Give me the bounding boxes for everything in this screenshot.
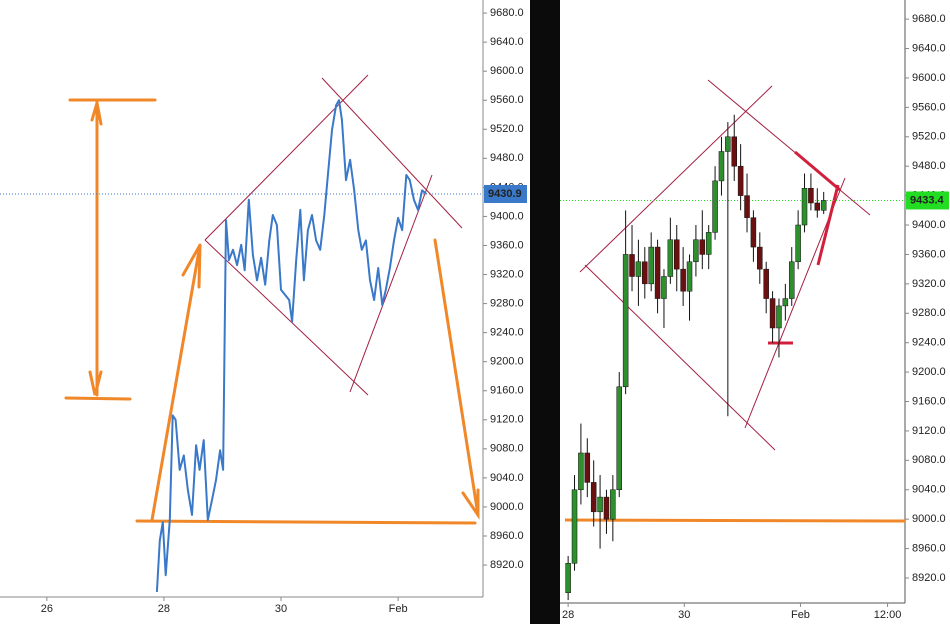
y-tick-label: 9040.0 <box>490 472 524 484</box>
x-tick-label: 12:00 <box>874 609 902 621</box>
last-price-box <box>484 184 527 203</box>
candle-body <box>795 224 801 263</box>
candle-body <box>661 276 667 299</box>
y-tick-label: 9000.0 <box>912 513 946 525</box>
candle-body <box>744 195 750 218</box>
y-tick-label: 8960.0 <box>912 542 946 554</box>
candle-body <box>680 268 686 292</box>
y-tick-label: 9560.0 <box>490 94 524 106</box>
candle-body <box>731 136 737 167</box>
y-tick-label: 9360.0 <box>490 239 524 251</box>
candle-body <box>769 298 776 329</box>
candle-body <box>763 268 769 299</box>
candle-body <box>667 239 674 277</box>
x-tick-label: 26 <box>41 603 53 615</box>
y-tick-label: 9200.0 <box>912 366 946 378</box>
candle-body <box>571 489 578 564</box>
y-tick-label: 9080.0 <box>912 454 946 466</box>
y-tick-label: 9160.0 <box>490 385 524 397</box>
candle-body <box>686 261 693 292</box>
x-tick-label: Feb <box>389 603 408 615</box>
candle-body <box>648 246 654 285</box>
candle-body <box>705 232 712 255</box>
candle-body <box>737 165 744 196</box>
candle-body <box>642 261 648 285</box>
candle-body <box>578 452 584 491</box>
candle-body <box>699 239 706 255</box>
last-price-box <box>906 191 949 210</box>
y-tick-label: 9040.0 <box>912 484 946 496</box>
candle-body <box>673 239 680 270</box>
candle-body <box>616 386 622 491</box>
candle-body <box>590 482 597 513</box>
y-tick-label: 9280.0 <box>490 297 524 309</box>
y-tick-label: 8920.0 <box>490 559 524 571</box>
candle-body <box>603 496 610 520</box>
candle-body <box>565 563 571 593</box>
candle-body <box>814 202 821 211</box>
candle-body <box>635 261 642 277</box>
y-tick-label: 9480.0 <box>490 152 524 164</box>
x-tick-label: Feb <box>791 609 810 621</box>
x-tick-label: 28 <box>158 603 170 615</box>
candle-body <box>622 254 629 388</box>
last-price-label: 9430.9 <box>488 188 522 200</box>
candle-body <box>820 200 827 211</box>
y-tick-label: 9400.0 <box>490 210 524 222</box>
left-annotations <box>64 74 480 525</box>
candle-body <box>776 305 782 329</box>
y-tick-label: 9680.0 <box>912 13 946 25</box>
candle-body <box>725 136 731 152</box>
y-tick-label: 9320.0 <box>912 278 946 290</box>
y-tick-label: 9320.0 <box>490 268 524 280</box>
y-tick-label: 9520.0 <box>912 131 946 143</box>
candle-body <box>788 261 795 299</box>
candle-body <box>712 180 718 233</box>
candle-body <box>808 188 814 204</box>
y-tick-label: 9600.0 <box>490 65 524 77</box>
candle-body <box>782 298 789 307</box>
y-tick-label: 8960.0 <box>490 530 524 542</box>
candle-body <box>629 254 635 277</box>
candle-body <box>718 151 725 182</box>
candle-body <box>610 489 616 520</box>
candle-body <box>597 496 603 513</box>
candle-body <box>801 188 808 226</box>
y-tick-label: 9680.0 <box>490 7 524 19</box>
panel-divider <box>530 0 560 624</box>
y-tick-label: 9600.0 <box>912 72 946 84</box>
x-tick-label: 30 <box>678 609 690 621</box>
y-tick-label: 9000.0 <box>490 501 524 513</box>
y-tick-label: 9120.0 <box>490 414 524 426</box>
y-tick-label: 8920.0 <box>912 572 946 584</box>
y-tick-label: 9120.0 <box>912 425 946 437</box>
y-tick-label: 9280.0 <box>912 307 946 319</box>
y-tick-label: 9520.0 <box>490 123 524 135</box>
right-annotations <box>564 79 906 523</box>
candle-body <box>693 239 699 263</box>
y-tick-label: 9400.0 <box>912 219 946 231</box>
y-tick-label: 9240.0 <box>912 337 946 349</box>
x-tick-label: 30 <box>275 603 287 615</box>
y-tick-label: 9360.0 <box>912 248 946 260</box>
y-tick-label: 9240.0 <box>490 327 524 339</box>
y-tick-label: 9480.0 <box>912 160 946 172</box>
candle-body <box>654 246 661 299</box>
y-tick-label: 9560.0 <box>912 101 946 113</box>
last-price-label: 9433.4 <box>910 194 945 206</box>
y-tick-label: 9640.0 <box>912 42 946 54</box>
y-tick-label: 9200.0 <box>490 356 524 368</box>
x-tick-label: 28 <box>562 609 574 621</box>
candle-body <box>757 246 763 270</box>
price-line <box>155 99 427 592</box>
candle-body <box>750 217 757 248</box>
y-tick-label: 9080.0 <box>490 443 524 455</box>
candle-body <box>584 452 591 483</box>
y-tick-label: 9160.0 <box>912 395 946 407</box>
y-tick-label: 9640.0 <box>490 36 524 48</box>
